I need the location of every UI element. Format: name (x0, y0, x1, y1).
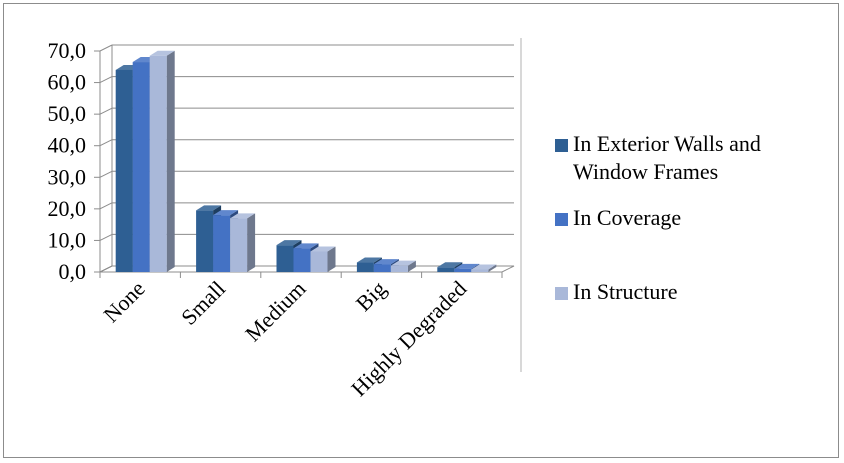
gridline-slant (99, 139, 113, 147)
bar (390, 265, 408, 272)
legend-label: In Exterior Walls and (573, 131, 761, 156)
y-tick-label: 70,0 (48, 38, 87, 63)
gridline-slant (99, 170, 113, 178)
bar (276, 245, 294, 272)
legend-swatch (555, 287, 568, 300)
bar-top (276, 240, 302, 246)
bar (230, 218, 248, 272)
bar (213, 215, 231, 272)
bar (310, 251, 328, 272)
legend-label: In Structure (573, 279, 677, 304)
x-category-label: Small (176, 276, 230, 330)
gridline-slant (99, 44, 113, 52)
x-category-label: Big (351, 276, 391, 316)
bar-top (293, 243, 319, 249)
legend-label: Window Frames (573, 159, 718, 184)
gridline-slant (99, 233, 113, 241)
bar-top (213, 210, 239, 216)
bar (356, 262, 374, 272)
bar-top (196, 205, 222, 211)
gridline-slant (99, 202, 113, 210)
bar-side (327, 246, 336, 272)
gridline-slant (99, 76, 113, 84)
bar-top (373, 259, 399, 265)
bar (132, 62, 150, 272)
bar-top (230, 213, 256, 219)
y-tick-label: 60,0 (48, 70, 87, 95)
bar-side (247, 213, 256, 272)
bar-top (356, 257, 382, 263)
bar-top (454, 263, 480, 269)
bar (149, 55, 167, 272)
bars (115, 50, 497, 272)
bar (454, 268, 472, 272)
y-tick-label: 40,0 (48, 133, 87, 158)
bar-side (407, 260, 416, 272)
y-tick-label: 20,0 (48, 196, 87, 221)
y-tick-label: 10,0 (48, 227, 87, 252)
bar (115, 69, 133, 272)
y-tick-label: 0,0 (59, 259, 87, 284)
bar (437, 267, 455, 272)
bar (471, 269, 489, 272)
bar-chart: 0,0 10,0 20,0 30,0 40,0 50,0 60,0 70,0 None Smal… (48, 38, 761, 401)
bar-top (390, 260, 416, 266)
legend-swatch (555, 213, 568, 226)
x-category-label: None (98, 276, 149, 327)
bar-top (310, 246, 336, 252)
chart-frame: 0,0 10,0 20,0 30,0 40,0 50,0 60,0 70,0 None Smal… (3, 3, 839, 458)
bar (293, 248, 311, 272)
bar (196, 210, 214, 272)
bar-top (471, 264, 497, 270)
legend-label: In Coverage (573, 205, 681, 230)
legend-swatch (555, 139, 568, 152)
x-category-label: Medium (240, 276, 310, 346)
gridline-slant (99, 107, 113, 115)
y-tick-labels: 0,0 10,0 20,0 30,0 40,0 50,0 60,0 70,0 (48, 38, 87, 284)
gridlines (99, 44, 514, 273)
bar (373, 264, 391, 272)
y-tick-label: 30,0 (48, 164, 87, 189)
legend: In Exterior Walls and Window Frames In Cov… (555, 131, 761, 304)
bar-top (437, 262, 463, 268)
bar-side (488, 264, 497, 272)
y-tick-label: 50,0 (48, 101, 87, 126)
bar-side (166, 50, 175, 272)
bar-top (149, 50, 175, 56)
